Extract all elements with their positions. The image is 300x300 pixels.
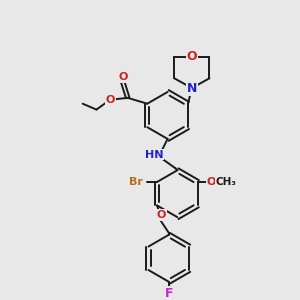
Text: O: O [118, 72, 128, 82]
Text: F: F [164, 287, 173, 300]
Text: O: O [156, 210, 166, 220]
Text: CH₃: CH₃ [215, 177, 236, 187]
Text: O: O [206, 177, 216, 187]
Text: HN: HN [145, 150, 163, 160]
Text: O: O [105, 95, 115, 105]
Text: N: N [187, 82, 197, 94]
Text: O: O [187, 50, 197, 63]
Text: Br: Br [130, 177, 143, 187]
